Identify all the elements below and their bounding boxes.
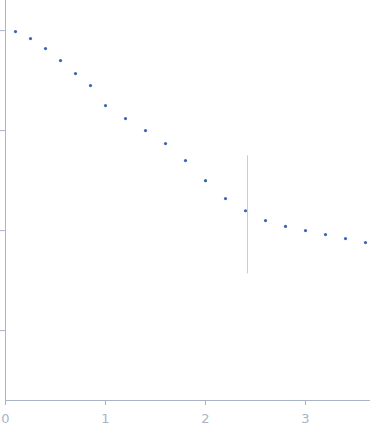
svg-text:0: 0 — [1, 411, 9, 426]
svg-text:3: 3 — [301, 411, 309, 426]
svg-text:2: 2 — [201, 411, 209, 426]
svg-text:1: 1 — [101, 411, 109, 426]
